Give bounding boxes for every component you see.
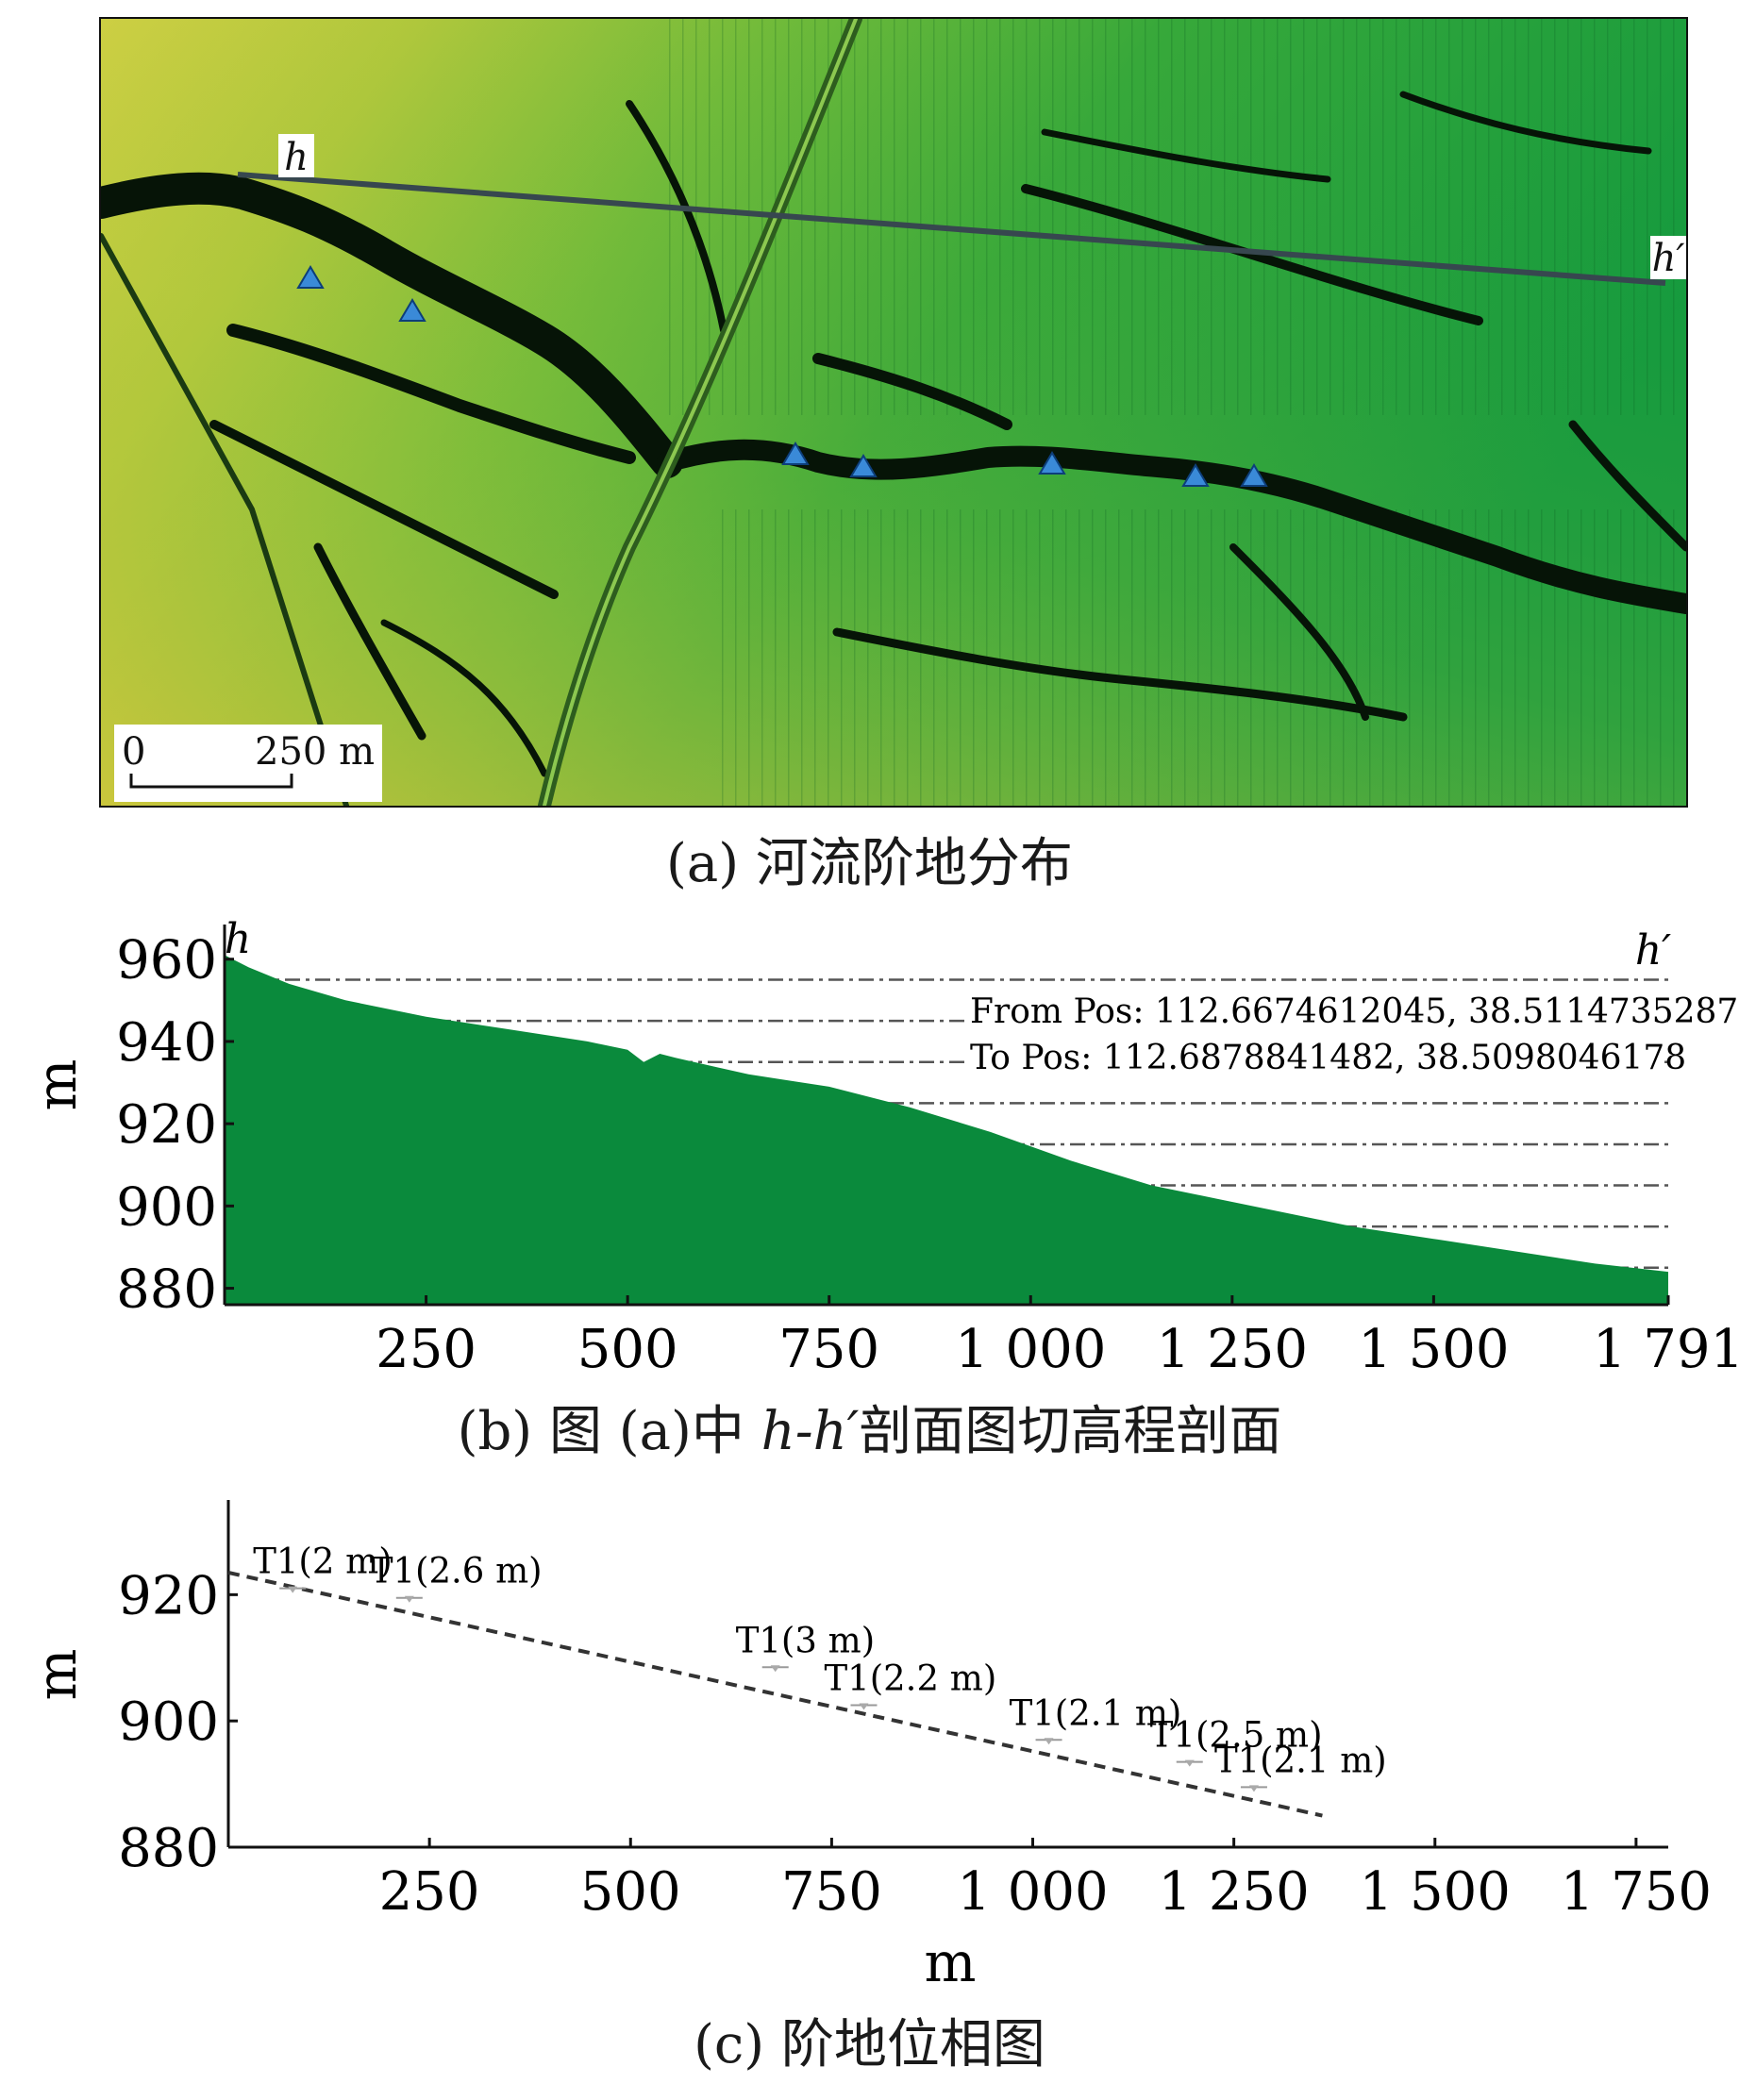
terrace-y-tick-label: 920 <box>118 1565 219 1626</box>
profile-y-tick-label: 880 <box>116 1259 217 1321</box>
terrace-point-label: T1(2.2 m) <box>824 1658 996 1698</box>
profile-x-tick-label: 750 <box>778 1319 879 1380</box>
scale-length-label: 250 m <box>255 730 375 774</box>
terrace-x-tick-label: 1 250 <box>1158 1861 1309 1923</box>
gully-network <box>101 91 1686 777</box>
profile-x-tick-label: 1 791 <box>1593 1319 1739 1380</box>
terrace-y-tick-label: 880 <box>118 1818 219 1879</box>
profile-start-label: h <box>225 915 251 963</box>
profile-x-tick-label: 500 <box>577 1319 678 1380</box>
to-position-annotation: To Pos: 112.6878841482, 38.5098046178 <box>970 1039 1686 1077</box>
relief-map-svg: h h′ 0 250 m <box>101 19 1686 806</box>
terrace-phase-chart: T1(2 m)T1(2.6 m) T1(3 m)T1(2.2 m) T1(2.1 m… <box>25 1500 1712 1994</box>
terrace-x-tick-label: 750 <box>781 1861 882 1923</box>
terrace-trend-line <box>227 1570 1323 1818</box>
terrace-y-ticks: 880 900 920 <box>118 1565 238 1879</box>
terrace-x-tick-label: 1 000 <box>957 1861 1108 1923</box>
profile-y-tick-label: 940 <box>116 1012 217 1074</box>
terrace-x-tick-label: 1 500 <box>1360 1861 1511 1923</box>
terrace-point-marker <box>859 1703 869 1710</box>
terrace-point-marker <box>1248 1785 1259 1792</box>
profile-axes <box>223 925 1668 1307</box>
terrace-point-marker <box>404 1595 414 1603</box>
profile-x-ticks: 250 500 750 1 000 1 250 1 500 1 791 <box>376 1295 1739 1380</box>
caption-panel-c: (c) 阶地位相图 <box>694 2014 1045 2075</box>
terrace-point-label: T1(2 m) <box>253 1542 392 1582</box>
blue-triangle-icon <box>1181 463 1210 487</box>
terrace-point-label: T1(3 m) <box>736 1620 875 1660</box>
profile-x-tick-label: 250 <box>376 1319 477 1380</box>
terrace-y-axis-label: m <box>25 1649 89 1701</box>
elevation-profile-chart: 880 900 920 940 960 250 500 750 1 000 1 250 1 500… <box>25 915 1739 1380</box>
terrace-point-label: T1(2.5 m) <box>1150 1715 1323 1756</box>
terrace-axes <box>226 1500 1668 1849</box>
scale-bar: 0 250 m <box>114 725 382 802</box>
blue-triangle-icon <box>781 442 810 465</box>
scale-zero-label: 0 <box>122 730 145 774</box>
blue-triangle-icon <box>296 265 325 289</box>
profile-y-tick-label: 920 <box>116 1094 217 1156</box>
blue-triangle-icon <box>398 298 426 322</box>
profile-y-tick-label: 960 <box>116 930 217 992</box>
profile-x-tick-label: 1 000 <box>955 1319 1106 1380</box>
road-features <box>101 19 862 806</box>
profile-start-label: h <box>284 136 309 179</box>
terrace-point-marker <box>770 1665 780 1673</box>
terrace-point-label: T1(2.1 m) <box>1010 1692 1182 1733</box>
profile-y-axis-label: m <box>25 1059 89 1111</box>
terrace-markers <box>296 265 1268 487</box>
blue-triangle-icon <box>1038 451 1066 475</box>
profile-x-tick-label: 1 500 <box>1358 1319 1509 1380</box>
terrace-x-tick-label: 250 <box>379 1861 480 1923</box>
terrace-x-axis-label: m <box>925 1930 977 1994</box>
caption-panel-a: (a) 河流阶地分布 <box>666 833 1073 894</box>
caption-panel-b: (b) 图 (a)中 h-h′剖面图切高程剖面 <box>457 1401 1282 1462</box>
profile-end-label: h′ <box>1652 237 1685 280</box>
terrace-point-marker <box>288 1586 298 1593</box>
terrace-point-marker <box>1044 1738 1054 1745</box>
terrace-points: T1(2 m)T1(2.6 m) T1(3 m)T1(2.2 m) T1(2.1 m… <box>253 1542 1387 1792</box>
terrace-x-ticks: 250 500 750 1 000 1 250 1 500 1 750 <box>379 1838 1712 1923</box>
blue-triangle-icon <box>849 454 878 477</box>
profile-x-tick-label: 1 250 <box>1157 1319 1308 1380</box>
profile-area <box>225 955 1668 1305</box>
terrace-x-tick-label: 1 750 <box>1561 1861 1712 1923</box>
terrace-point-marker <box>1184 1759 1195 1767</box>
terrace-point-label: T1(2.6 m) <box>370 1551 543 1592</box>
blue-triangle-icon <box>1240 463 1268 487</box>
terrace-point-label: T1(2.1 m) <box>1214 1740 1387 1780</box>
terrace-distribution-map: h h′ 0 250 m <box>99 17 1688 808</box>
from-position-annotation: From Pos: 112.6674612045, 38.5114735287 <box>970 992 1738 1031</box>
profile-line-h-h-prime <box>237 172 1666 286</box>
profile-end-label: h′ <box>1635 926 1671 975</box>
profile-y-ticks: 880 900 920 940 960 <box>116 930 234 1321</box>
cultivated-field-texture <box>667 19 1686 415</box>
terrace-x-tick-label: 500 <box>580 1861 681 1923</box>
profile-y-tick-label: 900 <box>116 1176 217 1238</box>
terrace-y-tick-label: 900 <box>118 1692 219 1753</box>
